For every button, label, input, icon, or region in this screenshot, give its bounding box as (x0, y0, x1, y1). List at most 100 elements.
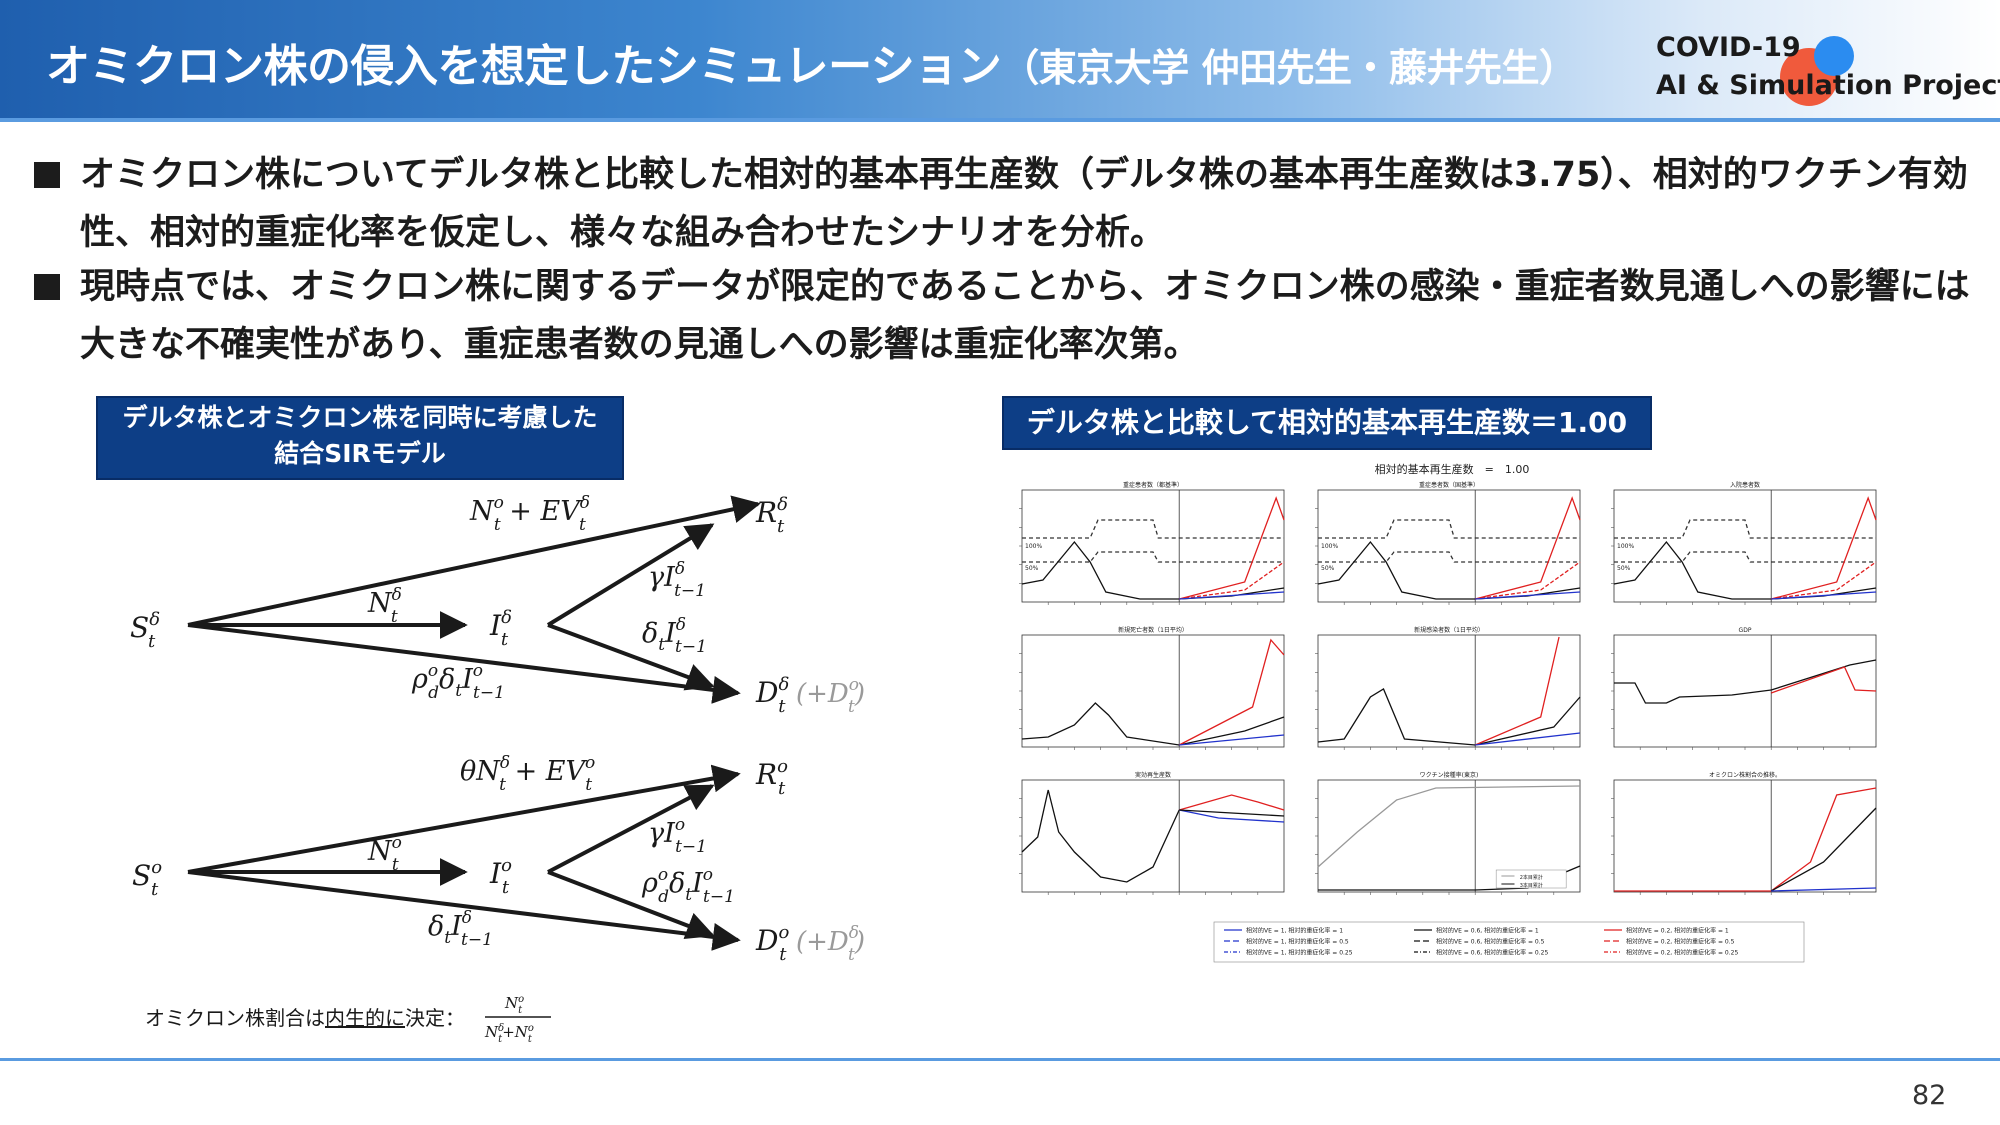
node-s-omicron: So t (132, 857, 162, 900)
omicron-line (1475, 561, 1581, 600)
omicron-line (1475, 591, 1581, 600)
logo-line2: AI & Simulation Project (1656, 70, 2000, 101)
panel-frame (1613, 634, 1877, 748)
omicron-line (1178, 638, 1285, 746)
sir-flow-diagram: Sδ t Iδ t Rδ t Dδ t (+Do t) No t + EVδ t Nδ t γI… (130, 493, 865, 965)
node-d-omicron-extra: (+Dδ t) (796, 923, 865, 965)
flow-label-delta-omicron: δtIδ t−1 (428, 908, 493, 950)
panel-title: 新規感染者数（1日平均） (1414, 626, 1484, 634)
flow-label-rho-omicron: ρo dδtIo t−1 (641, 865, 735, 907)
arrow-s-to-d-delta (187, 623, 741, 704)
bullet-square-icon (34, 274, 60, 300)
panel-title: 実効再生産数 (1135, 771, 1171, 779)
flow-label-n-omicron: No t (367, 833, 402, 875)
threshold-label-100: 100% (1617, 543, 1634, 550)
panel-frame (1021, 779, 1285, 893)
legend-label: 相対的VE = 0.2, 相対的重症化率 = 1 (1626, 927, 1729, 935)
sir-model-label-line2: 結合SIRモデル (274, 439, 446, 468)
chart-legend-box (1213, 921, 1805, 963)
vaccine-legend-label: 3本目累計 (1520, 882, 1543, 889)
panel-title: オミクロン株割合の推移。 (1709, 771, 1781, 779)
panel-title: ワクチン接種率(東京) (1420, 771, 1479, 779)
omicron-share-note: オミクロン株割合は内生的に決定： (145, 1002, 465, 1031)
node-i-omicron: Io t (489, 855, 512, 898)
header-rule (0, 118, 2000, 122)
node-d-delta-extra: (+Do t) (796, 675, 865, 717)
omicron-line (1474, 636, 1560, 746)
sir-model-label-line1: デルタ株とオミクロン株を同時に考慮した (122, 403, 598, 432)
arrow-s-to-r-delta (187, 495, 761, 627)
arrow-i-to-r-omicron (547, 784, 715, 874)
threshold-100 (1022, 519, 1284, 539)
node-s-delta: Sδ t (130, 609, 160, 652)
sir-model-label: デルタ株とオミクロン株を同時に考慮した 結合SIRモデル (96, 396, 624, 480)
bullet-text: オミクロン株についてデルタ株と比較した相対的基本再生産数（デルタ株の基本再生産数… (80, 155, 1968, 253)
relative-r0-label: デルタ株と比較して相対的基本再生産数＝1.00 (1002, 396, 1652, 450)
node-d-omicron: Do t (755, 922, 789, 965)
omicron-line (1179, 809, 1285, 823)
legend-label: 相対的VE = 1, 相対的重症化率 = 1 (1246, 927, 1343, 935)
panel-frame (1021, 634, 1285, 748)
threshold-label-100: 100% (1025, 543, 1042, 550)
bullet-text: 現時点では、オミクロン株に関するデータが限定的であることから、オミクロン株の感染… (80, 267, 1970, 365)
chart-header: 相対的基本再生産数 = 1.00 (1375, 462, 1530, 476)
flow-label-rho-delta: ρo dδtIo t−1 (411, 661, 505, 703)
panel-frame (1317, 489, 1581, 603)
panel-frame (1613, 779, 1877, 893)
panel-title: 重症患者数（国基準） (1419, 481, 1479, 489)
note-prefix: オミクロン株割合は (145, 1006, 325, 1030)
header-bar (0, 0, 2000, 118)
omicron-line (1614, 787, 1877, 892)
omicron-line (1179, 561, 1285, 600)
omicron-line (1475, 732, 1581, 746)
omicron-line (1771, 561, 1877, 600)
note-underlined: 内生的に (325, 1006, 405, 1030)
flow-label-gamma-omicron: γIo t−1 (648, 815, 707, 857)
flow-label-n-ev-omicron: θNδ t + EVo t (460, 753, 595, 795)
flow-label-n-ev-delta: No t + EVδ t (469, 493, 590, 535)
note-suffix: 決定： (405, 1006, 465, 1030)
flow-label-n-delta: Nδ t (367, 585, 402, 627)
node-d-delta: Dδ t (755, 674, 789, 717)
threshold-label-50: 50% (1025, 565, 1039, 572)
legend-label: 相対的VE = 1, 相対的重症化率 = 0.25 (1246, 949, 1353, 957)
flow-label-gamma-delta: γIδ t−1 (648, 559, 706, 601)
omicron-line (1771, 591, 1877, 600)
title-affiliation: （東京大学 仲田先生・藤井先生） (1001, 46, 1577, 90)
logo-blue-circle (1814, 36, 1854, 76)
threshold-label-50: 50% (1321, 565, 1335, 572)
vaccine-2nd-line (1317, 785, 1581, 868)
threshold-label-100: 100% (1321, 543, 1338, 550)
panel-title: GDP (1739, 627, 1752, 634)
page-number: 82 (1912, 1080, 1947, 1111)
node-r-delta: Rδ t (755, 494, 788, 537)
svg-text:Nδt+Not: Nδ t+No t (484, 1023, 534, 1045)
bullet-square-icon (34, 162, 60, 188)
panel-frame (1613, 489, 1877, 603)
omicron-line (1771, 887, 1877, 892)
slide-title: オミクロン株の侵入を想定したシミュレーション（東京大学 仲田先生・藤井先生） (46, 30, 1577, 94)
panel-title: 重症患者数（都基準） (1123, 481, 1183, 489)
omicron-line (1770, 807, 1877, 892)
panel-frame (1021, 489, 1285, 603)
legend-label: 相対的VE = 0.2, 相対的重症化率 = 0.25 (1626, 949, 1738, 957)
threshold-50 (1318, 551, 1580, 563)
omicron-line (1179, 591, 1285, 600)
flow-label-delta-delta: δtIδ t−1 (642, 615, 707, 657)
node-i-delta: Iδ t (489, 607, 512, 650)
gdp-line (1614, 682, 1772, 704)
footer-rule (0, 1058, 2000, 1061)
arrow-i-to-d-omicron (547, 870, 715, 940)
omicron-line (1179, 496, 1285, 600)
logo-line1: COVID-19 (1656, 32, 1801, 63)
project-logo: COVID-19 AI & Simulation Project (1656, 26, 2000, 106)
legend-label: 相対的VE = 1, 相対的重症化率 = 0.5 (1246, 938, 1349, 946)
arrow-s-to-d-omicron (187, 870, 741, 951)
threshold-100 (1318, 519, 1580, 539)
title-main: オミクロン株の侵入を想定したシミュレーション (46, 41, 1002, 92)
legend-label: 相対的VE = 0.6, 相対的重症化率 = 0.5 (1436, 938, 1545, 946)
arrow-s-to-r-omicron (187, 764, 741, 874)
vaccine-legend-label: 2本目累計 (1520, 874, 1543, 881)
legend-label: 相対的VE = 0.6, 相対的重症化率 = 0.25 (1436, 949, 1548, 957)
threshold-50 (1614, 551, 1876, 563)
